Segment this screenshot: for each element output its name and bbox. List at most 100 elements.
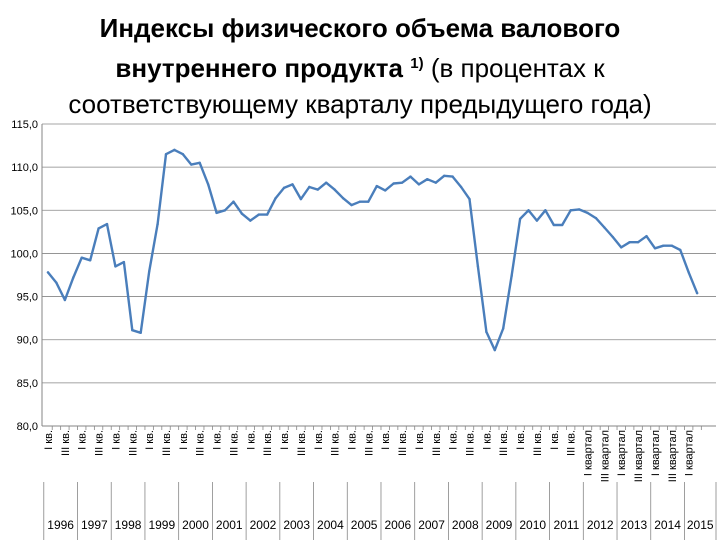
title-line-2-bold: внутреннего продукта xyxy=(115,53,404,83)
year-label: 2008 xyxy=(452,518,479,532)
data-point xyxy=(392,182,395,185)
year-labels: 1996 1997 1998 1999 2000 2001 2002 2003 2004 2005… xyxy=(43,482,717,540)
data-point xyxy=(257,213,260,216)
x-tick-label: I кв. xyxy=(414,430,426,450)
data-point xyxy=(485,330,488,334)
title-line-2: внутреннего продукта 1) (в процентах к xyxy=(0,46,720,86)
data-point xyxy=(63,298,67,302)
year-label: 2005 xyxy=(351,518,378,532)
data-point xyxy=(687,271,690,274)
data-point xyxy=(223,209,227,212)
year-label: 2009 xyxy=(486,518,513,532)
x-tick-label: III кв. xyxy=(431,430,443,456)
data-point xyxy=(594,216,598,220)
data-point xyxy=(55,281,58,284)
data-point xyxy=(282,186,286,190)
x-tick-label: III кв. xyxy=(60,430,72,456)
data-point xyxy=(232,200,235,203)
x-tick-label: III кв. xyxy=(195,430,207,456)
year-label: 2004 xyxy=(317,518,344,532)
axes xyxy=(41,124,716,430)
x-tick-label: III кв. xyxy=(566,430,578,456)
year-label: 1999 xyxy=(148,518,175,532)
data-point xyxy=(544,209,547,212)
x-tick-label: I кв. xyxy=(178,430,190,450)
x-tick-label: I кв. xyxy=(346,430,358,450)
data-point xyxy=(451,175,454,178)
x-tick-label: III кв. xyxy=(532,430,544,456)
data-point xyxy=(611,235,615,239)
year-label: 1998 xyxy=(115,518,142,532)
data-point xyxy=(324,181,328,184)
data-point xyxy=(139,331,142,335)
year-label: 2014 xyxy=(654,518,681,532)
data-point xyxy=(122,260,126,264)
title-line-1: Индексы физического объема валового xyxy=(99,13,621,43)
data-point xyxy=(299,197,303,201)
x-tick-label: I кв. xyxy=(549,430,561,450)
x-tick-label: I кв. xyxy=(313,430,325,450)
data-point xyxy=(249,219,252,222)
data-point xyxy=(206,183,210,186)
data-point xyxy=(198,161,201,165)
x-tick-label: I кв. xyxy=(380,430,392,450)
x-tick-label: III квартал xyxy=(667,430,679,482)
x-tick-label: III кв. xyxy=(498,430,510,456)
year-label: 2002 xyxy=(250,518,277,532)
data-point xyxy=(173,148,176,152)
data-point xyxy=(426,178,429,181)
data-point xyxy=(291,183,294,186)
data-point xyxy=(105,222,109,226)
data-point xyxy=(265,213,269,216)
data-point xyxy=(147,270,151,273)
data-point xyxy=(350,203,353,207)
data-point xyxy=(367,200,370,203)
data-point xyxy=(375,184,378,188)
data-point xyxy=(518,217,522,221)
y-tick-label: 115,0 xyxy=(11,119,38,131)
x-tick-label: I кв. xyxy=(481,430,493,450)
data-point xyxy=(215,211,218,215)
x-tick-label: III кв. xyxy=(262,430,274,456)
data-point xyxy=(80,256,83,259)
data-point xyxy=(341,197,345,200)
data-point xyxy=(156,222,159,226)
x-tick-label: III кв. xyxy=(94,430,106,456)
data-point xyxy=(164,153,168,156)
data-point xyxy=(476,265,480,268)
x-tick-label: I кв. xyxy=(245,430,257,450)
data-point xyxy=(409,175,412,178)
x-tick-label: I квартал xyxy=(583,430,595,476)
y-tick-label: 105,0 xyxy=(10,205,38,217)
x-tick-label: III квартал xyxy=(599,430,611,482)
data-point xyxy=(333,188,336,191)
data-point xyxy=(535,219,539,222)
data-point xyxy=(443,174,446,177)
x-tick-label: I квартал xyxy=(684,430,696,476)
data-point xyxy=(274,197,277,200)
x-tick-label: I кв. xyxy=(515,430,527,450)
x-tick-label: III квартал xyxy=(633,430,645,482)
title-footnote-mark: 1) xyxy=(410,55,424,72)
x-tick-label: III кв. xyxy=(397,430,409,456)
data-point xyxy=(131,329,134,332)
data-point xyxy=(468,197,471,201)
series-group xyxy=(46,148,699,352)
data-point xyxy=(240,212,244,215)
year-label: 2012 xyxy=(587,518,614,532)
data-point xyxy=(527,209,530,212)
data-point xyxy=(358,200,362,203)
data-point xyxy=(493,348,496,352)
y-tick-label: 95,0 xyxy=(17,292,38,304)
year-label: 1996 xyxy=(47,518,74,532)
data-point xyxy=(417,183,421,186)
data-point xyxy=(628,241,631,244)
y-tick-label: 110,0 xyxy=(11,162,38,174)
year-label: 2013 xyxy=(621,518,648,532)
data-point xyxy=(620,246,623,249)
data-point xyxy=(679,248,682,252)
x-tick-label: I квартал xyxy=(616,430,628,476)
data-point xyxy=(88,259,92,262)
data-point xyxy=(181,153,185,156)
